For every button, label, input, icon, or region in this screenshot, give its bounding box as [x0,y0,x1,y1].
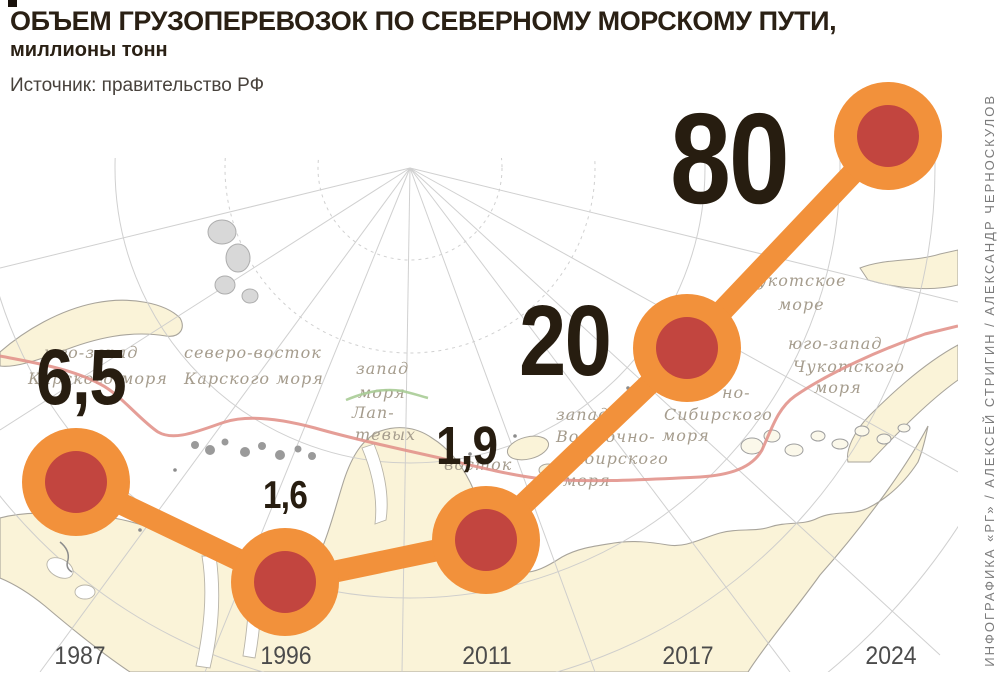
credit-vertical: ИНФОГРАФИКА «РГ» / АЛЕКСЕЙ СТРИГИН / АЛЕ… [982,94,997,667]
islands [46,219,911,669]
data-point-1987 [45,451,107,513]
chart-units-subtitle: миллионы тонн [10,39,168,61]
sea-route-line [0,324,958,483]
chart-header: ОБЪЕМ ГРУЗОПЕРЕВОЗОК ПО СЕВЕРНОМУ МОРСКО… [10,6,837,97]
source-label: Источник: правительство РФ [10,75,265,96]
sea-name-label: юго-запад [788,334,882,353]
sea-name-label: Карского моря [183,369,324,388]
chart-title: ОБЪЕМ ГРУЗОПЕРЕВОЗОК ПО СЕВЕРНОМУ МОРСКО… [10,6,837,36]
sea-name-label: Карского моря [27,369,168,388]
data-point-1996 [254,551,316,613]
sea-name-label: море [778,295,825,314]
sea-name-label: запад [556,405,609,424]
sea-name-label: Лап- [351,403,395,422]
sea-name-label: Сибирского [664,405,773,424]
data-point-2017 [656,317,718,379]
sea-name-label: моря [814,378,862,397]
data-point-2024 [857,105,919,167]
sea-name-label: юго-запад [44,343,138,362]
sea-name-label: моря [358,383,406,402]
corner-mark [8,0,17,7]
sea-name-label: но- [722,383,751,402]
sea-name-label: северо-восток [184,343,322,362]
sea-name-label: запад [356,359,409,378]
sea-name-label: тевых [355,425,416,444]
green-route-segment [345,388,429,402]
sea-name-label: моря [662,426,710,445]
data-point-2011 [455,509,517,571]
